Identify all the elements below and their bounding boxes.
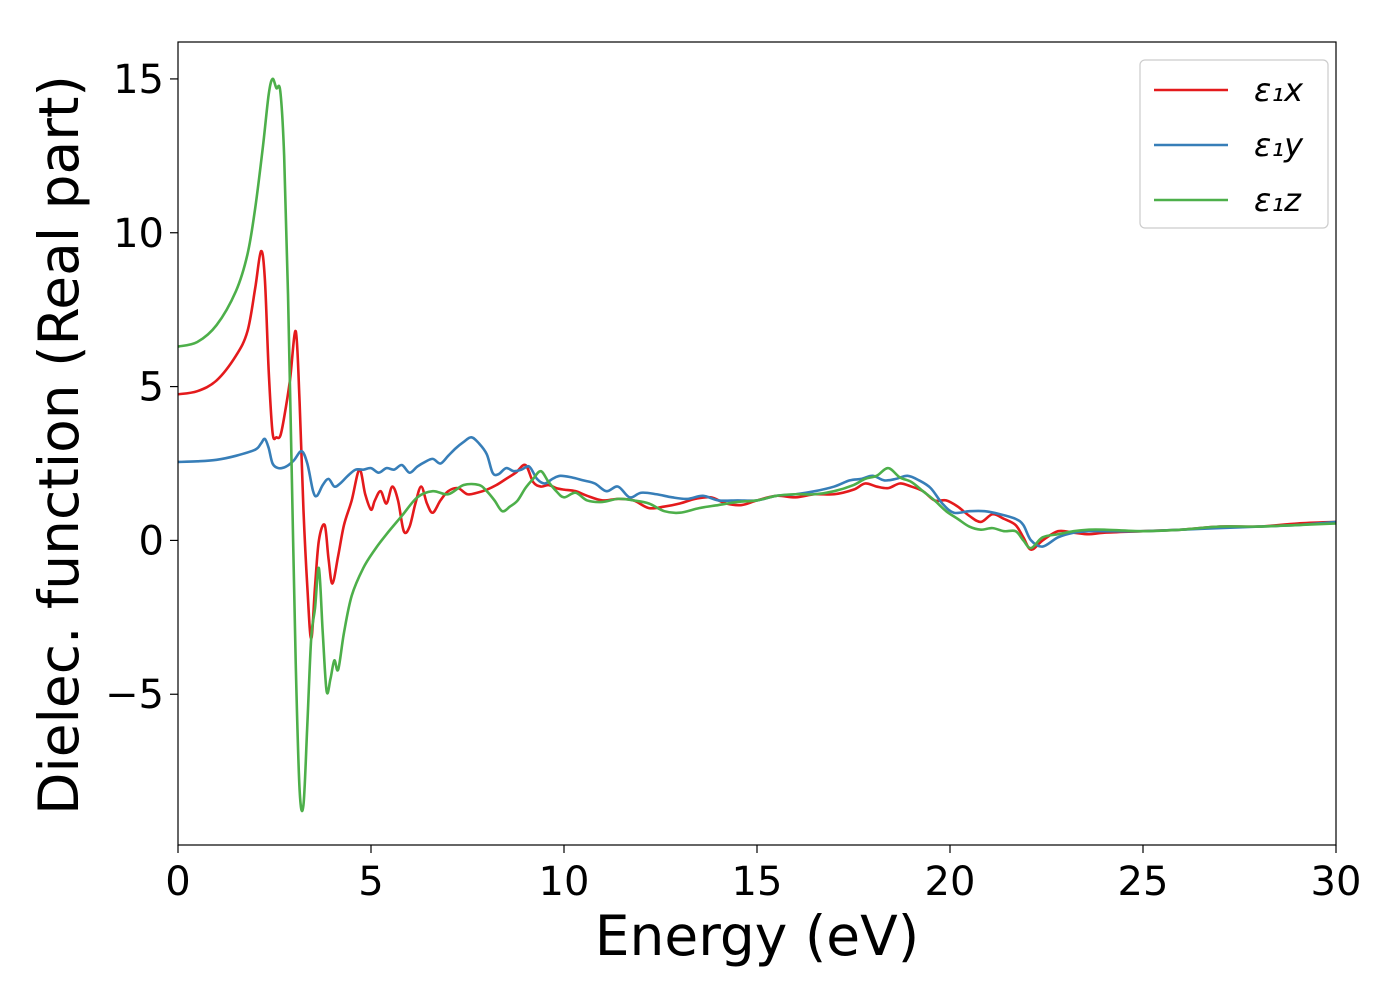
legend-label: ε₁x	[1254, 71, 1304, 109]
y-tick-label: 5	[139, 365, 164, 411]
legend-label: ε₁z	[1254, 181, 1302, 219]
x-tick-label: 25	[1118, 859, 1169, 905]
y-tick-label: 15	[113, 57, 164, 103]
x-axis-ticks: 0 5 10 15 20 25 30	[165, 845, 1361, 905]
y-tick-label: −5	[105, 672, 164, 718]
x-tick-label: 5	[358, 859, 383, 905]
series-layer	[178, 77, 1336, 813]
legend-label: ε₁y	[1254, 126, 1304, 164]
series-line-1	[178, 249, 1336, 641]
x-tick-label: 0	[165, 859, 190, 905]
x-tick-label: 15	[732, 859, 783, 905]
legend: ε₁x ε₁y ε₁z	[1139, 59, 1329, 229]
x-tick-label: 20	[925, 859, 976, 905]
x-tick-label: 10	[539, 859, 590, 905]
legend-frame	[1139, 59, 1329, 229]
y-tick-label: 0	[139, 518, 164, 564]
y-axis-title: Dielec. function (Real part)	[27, 75, 91, 815]
y-tick-label: 10	[113, 211, 164, 257]
x-axis-title: Energy (eV)	[595, 904, 919, 968]
y-axis-ticks: −5 0 5 10 15	[105, 57, 178, 718]
x-tick-label: 30	[1311, 859, 1362, 905]
series-line-3	[178, 77, 1336, 813]
